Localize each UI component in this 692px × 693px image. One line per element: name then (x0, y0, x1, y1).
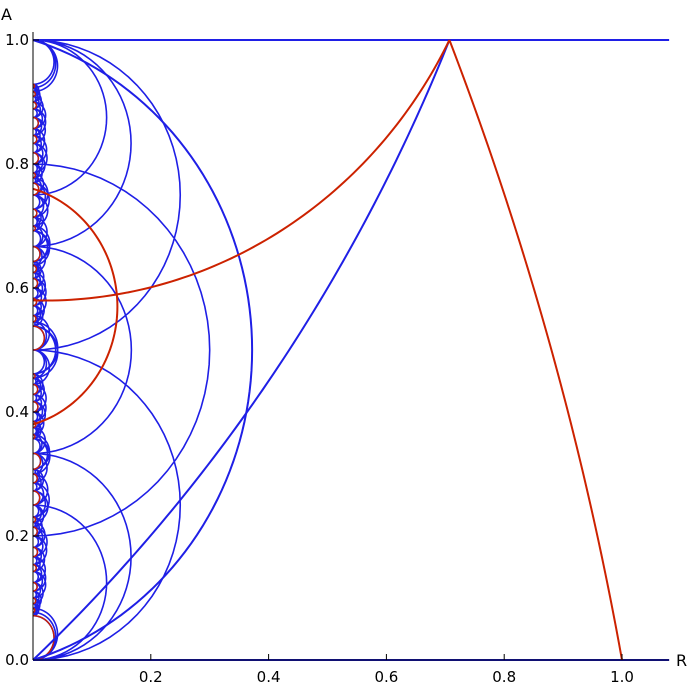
series-curve-3 (448, 39, 623, 661)
plot-curves (32, 39, 670, 661)
x-tick-label: 1.0 (610, 668, 634, 686)
blue-geodesic-web (32, 39, 211, 661)
y-tick-label: 0.6 (5, 279, 29, 297)
x-axis-label: R (676, 651, 687, 670)
x-tick-label: 0.6 (374, 668, 398, 686)
y-axis-label: A (1, 5, 12, 24)
series-curve-1 (32, 39, 254, 661)
x-tick-label: 0.4 (257, 668, 281, 686)
x-tick-label: 0.8 (492, 668, 516, 686)
red-curve-web (32, 83, 55, 661)
y-tick-label: 1.0 (5, 31, 29, 49)
x-ticks: 0.2 0.4 0.6 0.8 1.0 (139, 654, 634, 686)
y-tick-label: 0.4 (5, 403, 29, 421)
x-tick-label: 0.2 (139, 668, 163, 686)
y-tick-label: 0.8 (5, 155, 29, 173)
series-curve-5 (32, 187, 119, 426)
series-curve-2 (32, 39, 451, 661)
y-tick-label: 0.0 (5, 651, 29, 669)
axes (32, 32, 670, 661)
y-ticks: 0.0 0.2 0.4 0.6 0.8 1.0 (5, 31, 39, 669)
y-tick-label: 0.2 (5, 527, 29, 545)
